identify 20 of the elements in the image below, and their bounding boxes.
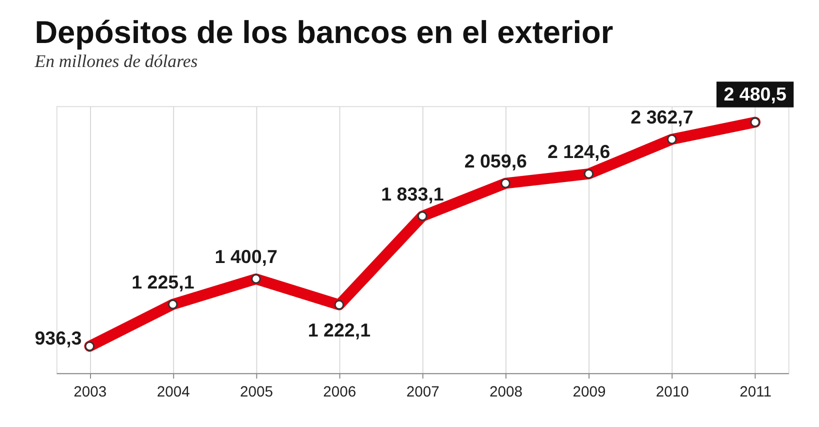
x-tick-label: 2006 xyxy=(323,384,356,400)
chart-subtitle: En millones de dólares xyxy=(34,50,198,71)
x-tick-label: 2009 xyxy=(572,384,606,400)
x-tick-label: 2008 xyxy=(490,384,523,400)
data-label: 936,3 xyxy=(34,327,82,348)
x-tick-label: 2004 xyxy=(156,384,190,400)
x-tick-label: 2005 xyxy=(240,384,273,400)
data-label: 2 059,6 xyxy=(464,150,527,172)
data-label: 1 833,1 xyxy=(381,183,444,204)
data-label: 2 480,5 xyxy=(724,83,786,104)
x-tick-label: 2007 xyxy=(406,384,440,400)
data-label: 1 400,7 xyxy=(214,246,278,268)
data-label: 1 222,1 xyxy=(308,319,371,340)
data-label: 2 124,6 xyxy=(547,141,610,162)
chart-title: Depósitos de los bancos en el exterior xyxy=(34,14,614,50)
x-tick-label: 2010 xyxy=(656,384,689,400)
data-label: 1 225,1 xyxy=(132,272,194,293)
data-label: 2 362,7 xyxy=(630,106,694,128)
x-tick-label: 2003 xyxy=(74,384,107,400)
x-tick-label: 2011 xyxy=(740,384,772,400)
